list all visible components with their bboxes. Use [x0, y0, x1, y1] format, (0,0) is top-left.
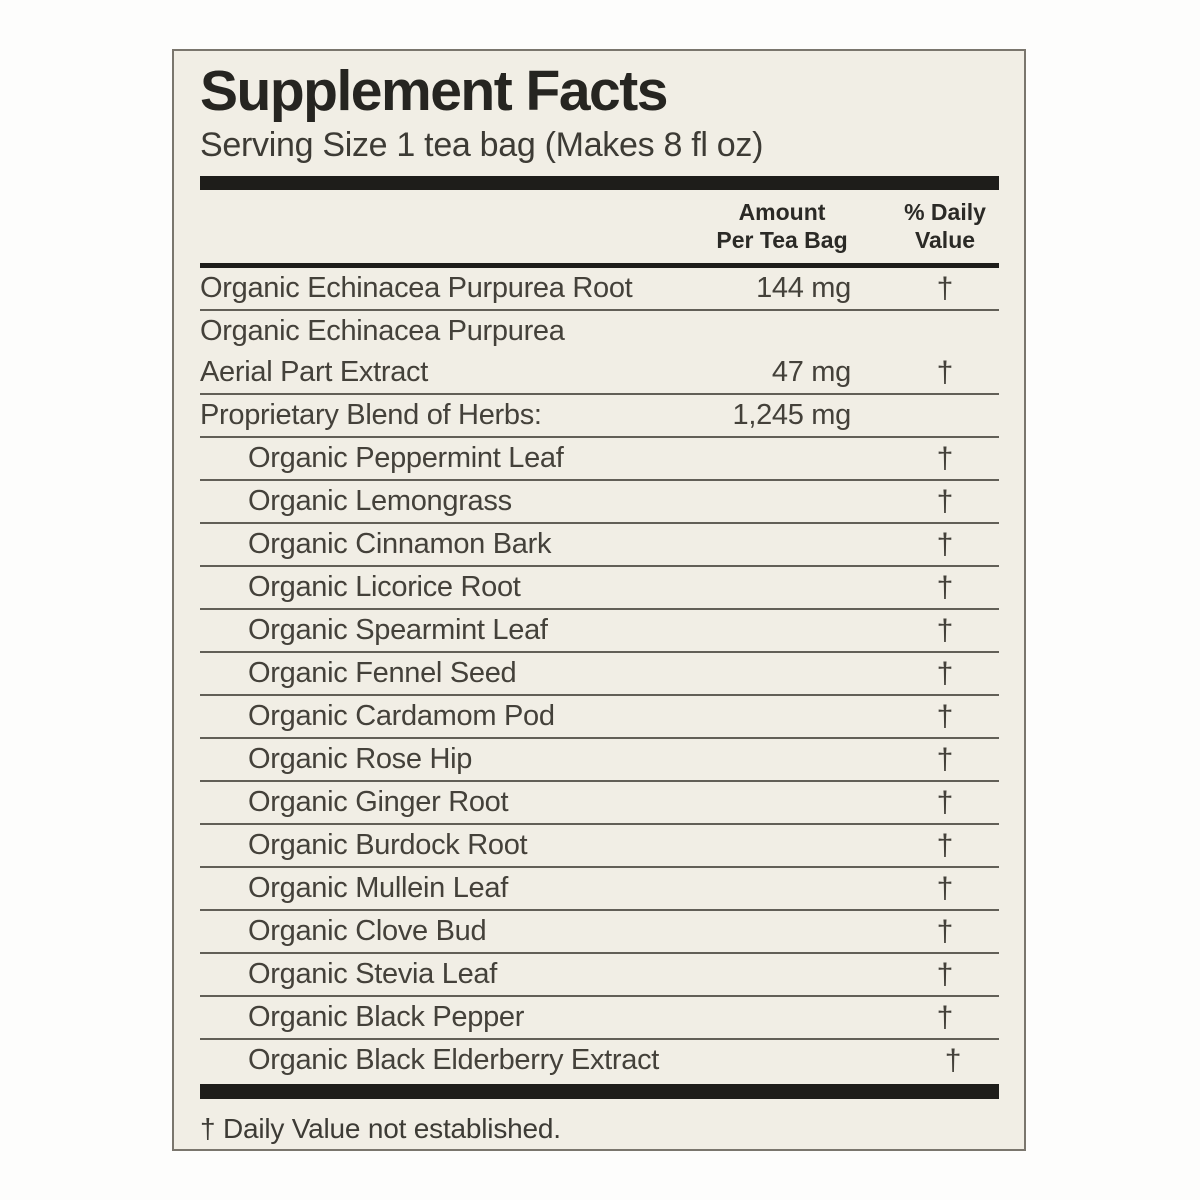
ingredient-daily-value: †: [936, 871, 954, 905]
ingredient-name: Organic Spearmint Leaf: [248, 614, 548, 646]
ingredient-name: Organic Rose Hip: [248, 743, 473, 775]
table-row-line: Organic Mullein Leaf †: [200, 868, 999, 909]
table-row-line: Organic Black Pepper †: [200, 997, 999, 1038]
ingredient-daily-value: †: [936, 656, 954, 690]
table-row: Organic Mullein Leaf †: [200, 868, 999, 911]
table-row: Organic Echinacea Purpurea Aerial Part Ex…: [200, 311, 999, 395]
table-row-line: Organic Licorice Root †: [200, 567, 999, 608]
ingredient-amount: 144 mg: [756, 272, 851, 304]
ingredient-name: Organic Black Elderberry Extract: [248, 1044, 660, 1076]
ingredient-daily-value: †: [936, 742, 954, 776]
ingredient-amount: 47 mg: [771, 356, 851, 388]
ingredient-daily-value: †: [936, 828, 954, 862]
table-row-line: Organic Ginger Root †: [200, 782, 999, 823]
ingredient-name: Organic Echinacea Purpurea Root: [200, 272, 633, 304]
daily-value-footnote: † Daily Value not established.: [200, 1113, 561, 1144]
ingredient-name: Organic Lemongrass: [248, 485, 512, 517]
table-row: Organic Lemongrass †: [200, 481, 999, 524]
panel-title: Supplement Facts: [200, 59, 668, 123]
ingredient-name: Organic Stevia Leaf: [248, 958, 497, 990]
ingredient-daily-value: †: [944, 1043, 962, 1077]
ingredient-name: Organic Licorice Root: [248, 571, 521, 603]
table-row-line: Organic Peppermint Leaf †: [200, 438, 999, 479]
ingredient-daily-value: †: [936, 271, 954, 305]
ingredient-name: Organic Clove Bud: [248, 915, 487, 947]
ingredient-name: Aerial Part Extract: [200, 356, 428, 388]
ingredient-daily-value: †: [936, 785, 954, 819]
daily-value-column-header: % Daily Value: [904, 199, 986, 253]
table-row-line: Organic Echinacea Purpurea Root 144 mg †: [200, 268, 999, 309]
ingredient-name: Organic Cardamom Pod: [248, 700, 555, 732]
table-row: Organic Licorice Root †: [200, 567, 999, 610]
table-row-line: Organic Fennel Seed †: [200, 653, 999, 694]
table-row: Organic Clove Bud †: [200, 911, 999, 954]
divider-thick-top: [200, 176, 999, 190]
ingredient-amount: 1,245 mg: [732, 399, 851, 431]
serving-size-text: Serving Size 1 tea bag (Makes 8 fl oz): [200, 126, 764, 164]
divider-medium-header: [200, 263, 999, 268]
table-row: Organic Black Elderberry Extract †: [200, 1040, 999, 1081]
ingredient-daily-value: †: [936, 613, 954, 647]
table-row: Organic Burdock Root †: [200, 825, 999, 868]
table-row-line: Organic Rose Hip †: [200, 739, 999, 780]
ingredient-daily-value: †: [936, 570, 954, 604]
table-row-line: Proprietary Blend of Herbs: 1,245 mg: [200, 395, 999, 436]
supplement-facts-panel: Supplement Facts Serving Size 1 tea bag …: [172, 49, 1026, 1151]
table-row: Organic Cardamom Pod †: [200, 696, 999, 739]
ingredient-table: Organic Echinacea Purpurea Root 144 mg † Or…: [200, 268, 999, 1081]
ingredient-name: Organic Burdock Root: [248, 829, 528, 861]
table-row-line: Organic Black Elderberry Extract †: [200, 1040, 999, 1081]
ingredient-daily-value: †: [936, 1000, 954, 1034]
ingredient-name: Organic Mullein Leaf: [248, 872, 508, 904]
table-row-line: Organic Cinnamon Bark †: [200, 524, 999, 565]
table-row: Organic Ginger Root †: [200, 782, 999, 825]
table-row: Organic Peppermint Leaf †: [200, 438, 999, 481]
column-header-row: Amount Per Tea Bag % Daily Value: [200, 190, 999, 263]
table-row: Organic Stevia Leaf †: [200, 954, 999, 997]
ingredient-daily-value: †: [936, 441, 954, 475]
ingredient-name: Organic Ginger Root: [248, 786, 509, 818]
ingredient-daily-value: †: [936, 957, 954, 991]
ingredient-name: Organic Black Pepper: [248, 1001, 525, 1033]
table-row: Organic Echinacea Purpurea Root 144 mg †: [200, 268, 999, 311]
ingredient-name: Organic Fennel Seed: [248, 657, 517, 689]
table-row-line: Organic Clove Bud †: [200, 911, 999, 952]
table-row-line: Organic Burdock Root †: [200, 825, 999, 866]
ingredient-daily-value: †: [936, 699, 954, 733]
amount-column-header: Amount Per Tea Bag: [716, 199, 848, 253]
divider-thick-bottom: [200, 1084, 999, 1099]
table-row-line: Organic Stevia Leaf †: [200, 954, 999, 995]
ingredient-daily-value: †: [936, 355, 954, 389]
table-row: Organic Cinnamon Bark †: [200, 524, 999, 567]
table-row: Organic Black Pepper †: [200, 997, 999, 1040]
table-row-line: Organic Echinacea Purpurea: [200, 311, 999, 352]
table-row-line: Organic Lemongrass †: [200, 481, 999, 522]
table-row: Organic Spearmint Leaf †: [200, 610, 999, 653]
table-row: Organic Rose Hip †: [200, 739, 999, 782]
table-row-line: Organic Cardamom Pod †: [200, 696, 999, 737]
table-row: Organic Fennel Seed †: [200, 653, 999, 696]
table-row-line: Organic Spearmint Leaf †: [200, 610, 999, 651]
ingredient-name: Organic Cinnamon Bark: [248, 528, 552, 560]
ingredient-daily-value: †: [936, 914, 954, 948]
ingredient-name: Organic Peppermint Leaf: [248, 442, 564, 474]
ingredient-name: Proprietary Blend of Herbs:: [200, 399, 542, 431]
table-row: Proprietary Blend of Herbs: 1,245 mg: [200, 395, 999, 438]
table-row-line: Aerial Part Extract 47 mg †: [200, 352, 999, 393]
ingredient-daily-value: †: [936, 484, 954, 518]
ingredient-daily-value: †: [936, 527, 954, 561]
ingredient-name: Organic Echinacea Purpurea: [200, 315, 565, 347]
